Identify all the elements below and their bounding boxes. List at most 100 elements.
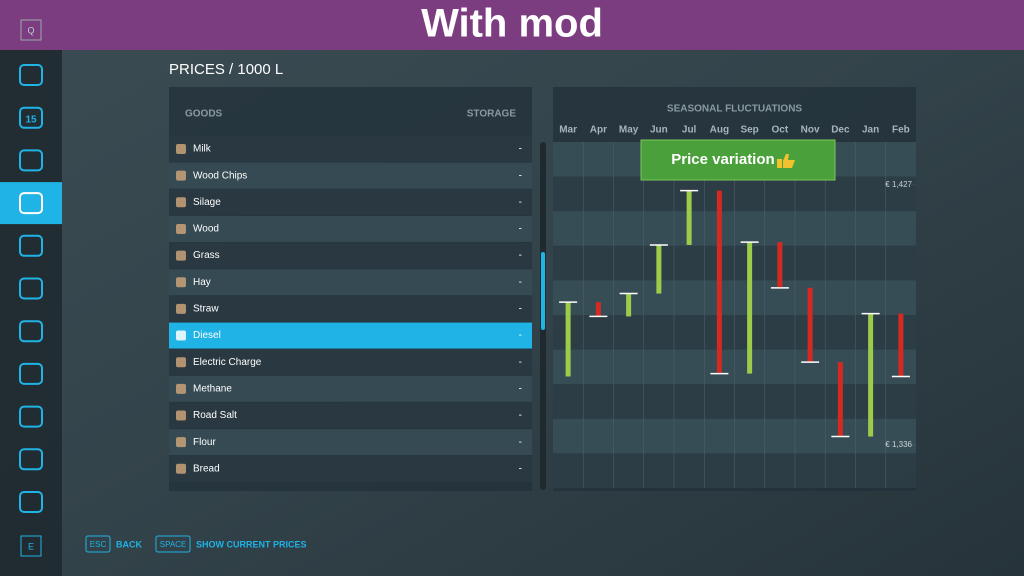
month-label: Dec bbox=[831, 125, 850, 136]
month-label: Oct bbox=[772, 125, 789, 136]
goods-name: Hay bbox=[193, 277, 211, 288]
goods-name: Wood bbox=[193, 224, 219, 235]
goods-icon bbox=[176, 303, 186, 314]
goods-storage: - bbox=[519, 383, 522, 394]
column-header: GOODS bbox=[185, 109, 223, 120]
goods-icon bbox=[176, 277, 186, 288]
goods-storage: - bbox=[519, 410, 522, 421]
key-box bbox=[20, 19, 42, 41]
month-label: May bbox=[619, 125, 639, 136]
calendar-day: 15 bbox=[25, 114, 37, 125]
goods-row[interactable] bbox=[169, 455, 532, 482]
sidebar-icon[interactable] bbox=[19, 149, 43, 172]
goods-row[interactable] bbox=[169, 322, 532, 349]
badge bbox=[640, 139, 836, 181]
goods-name: Diesel bbox=[193, 330, 221, 341]
month-label: Nov bbox=[801, 125, 820, 136]
goods-row[interactable] bbox=[169, 295, 532, 322]
goods-icon bbox=[176, 463, 186, 474]
goods-row[interactable] bbox=[169, 429, 532, 456]
key-label: ESC bbox=[90, 540, 107, 549]
key-label: Q bbox=[27, 25, 34, 35]
month-label: Apr bbox=[590, 125, 607, 136]
price-bar bbox=[837, 362, 843, 437]
goods-icon bbox=[176, 223, 186, 234]
goods-name: Bread bbox=[193, 463, 220, 474]
banner-text: With mod bbox=[421, 2, 603, 46]
sidebar-selected[interactable] bbox=[0, 182, 62, 225]
sidebar-icon[interactable] bbox=[19, 234, 43, 257]
goods-row[interactable] bbox=[169, 375, 532, 402]
goods-icon bbox=[176, 383, 186, 394]
y-tick-label: € 1,427 bbox=[885, 180, 912, 189]
goods-name: Straw bbox=[193, 304, 219, 315]
key-label: SPACE bbox=[160, 540, 187, 549]
goods-icon bbox=[176, 250, 186, 261]
key-box[interactable] bbox=[85, 535, 111, 553]
badge-text: Price variation bbox=[671, 151, 774, 168]
goods-storage: - bbox=[519, 304, 522, 315]
month-label: Sep bbox=[740, 125, 758, 136]
price-bar bbox=[595, 302, 601, 317]
goods-row[interactable] bbox=[169, 136, 532, 162]
goods-row[interactable] bbox=[169, 189, 532, 216]
thumb-icon bbox=[777, 154, 795, 168]
goods-name: Electric Charge bbox=[193, 357, 262, 368]
goods-icon bbox=[176, 144, 186, 154]
sidebar-icon[interactable] bbox=[19, 64, 43, 86]
sidebar-icon[interactable] bbox=[19, 405, 43, 428]
goods-row[interactable] bbox=[169, 242, 532, 269]
goods-storage: - bbox=[519, 463, 522, 474]
sidebar-icon[interactable] bbox=[19, 320, 43, 343]
goods-name: Methane bbox=[193, 383, 232, 394]
month-label: Mar bbox=[559, 125, 577, 136]
sidebar-icon[interactable] bbox=[19, 277, 43, 300]
banner-bar bbox=[0, 0, 1024, 50]
month-label: Jul bbox=[682, 125, 697, 136]
goods-icon bbox=[176, 357, 186, 368]
price-bar bbox=[807, 287, 813, 363]
goods-name: Grass bbox=[193, 250, 220, 261]
price-bar bbox=[868, 313, 874, 437]
goods-icon bbox=[176, 170, 186, 181]
goods-storage: - bbox=[519, 170, 522, 181]
goods-storage: - bbox=[519, 277, 522, 288]
key-box[interactable] bbox=[155, 535, 191, 553]
price-bar bbox=[565, 302, 571, 377]
scrollbar-thumb[interactable] bbox=[541, 252, 545, 330]
goods-storage: - bbox=[519, 437, 522, 448]
goods-icon bbox=[176, 410, 186, 421]
price-bar bbox=[656, 244, 662, 294]
sidebar-icon[interactable] bbox=[19, 192, 43, 215]
goods-storage: - bbox=[519, 197, 522, 208]
goods-name: Milk bbox=[193, 144, 212, 155]
goods-name: Road Salt bbox=[193, 410, 237, 421]
price-bar bbox=[626, 293, 632, 317]
goods-icon bbox=[176, 437, 186, 448]
goods-storage: - bbox=[519, 357, 522, 368]
action-label[interactable]: SHOW CURRENT PRICES bbox=[196, 539, 307, 549]
goods-row[interactable] bbox=[169, 349, 532, 376]
y-tick-label: € 1,336 bbox=[885, 440, 912, 449]
sidebar-icon[interactable] bbox=[19, 106, 43, 129]
action-label[interactable]: BACK bbox=[116, 539, 142, 549]
goods-row[interactable] bbox=[169, 269, 532, 296]
key-label: E bbox=[28, 541, 34, 551]
month-label: Feb bbox=[892, 125, 910, 136]
page-title: PRICES / 1000 L bbox=[169, 61, 283, 78]
goods-storage: - bbox=[519, 144, 522, 155]
price-bar bbox=[777, 242, 783, 288]
month-label: Jun bbox=[650, 125, 668, 136]
goods-row[interactable] bbox=[169, 162, 532, 189]
sidebar-icon[interactable] bbox=[19, 448, 43, 471]
goods-name: Wood Chips bbox=[193, 170, 247, 181]
goods-name: Flour bbox=[193, 437, 216, 448]
sidebar-icon[interactable] bbox=[19, 362, 43, 385]
column-header: STORAGE bbox=[467, 109, 517, 120]
goods-row[interactable] bbox=[169, 215, 532, 242]
goods-row[interactable] bbox=[169, 402, 532, 429]
price-bar bbox=[898, 313, 904, 377]
sidebar-icon[interactable] bbox=[19, 491, 43, 513]
chart-title: SEASONAL FLUCTUATIONS bbox=[667, 104, 803, 115]
